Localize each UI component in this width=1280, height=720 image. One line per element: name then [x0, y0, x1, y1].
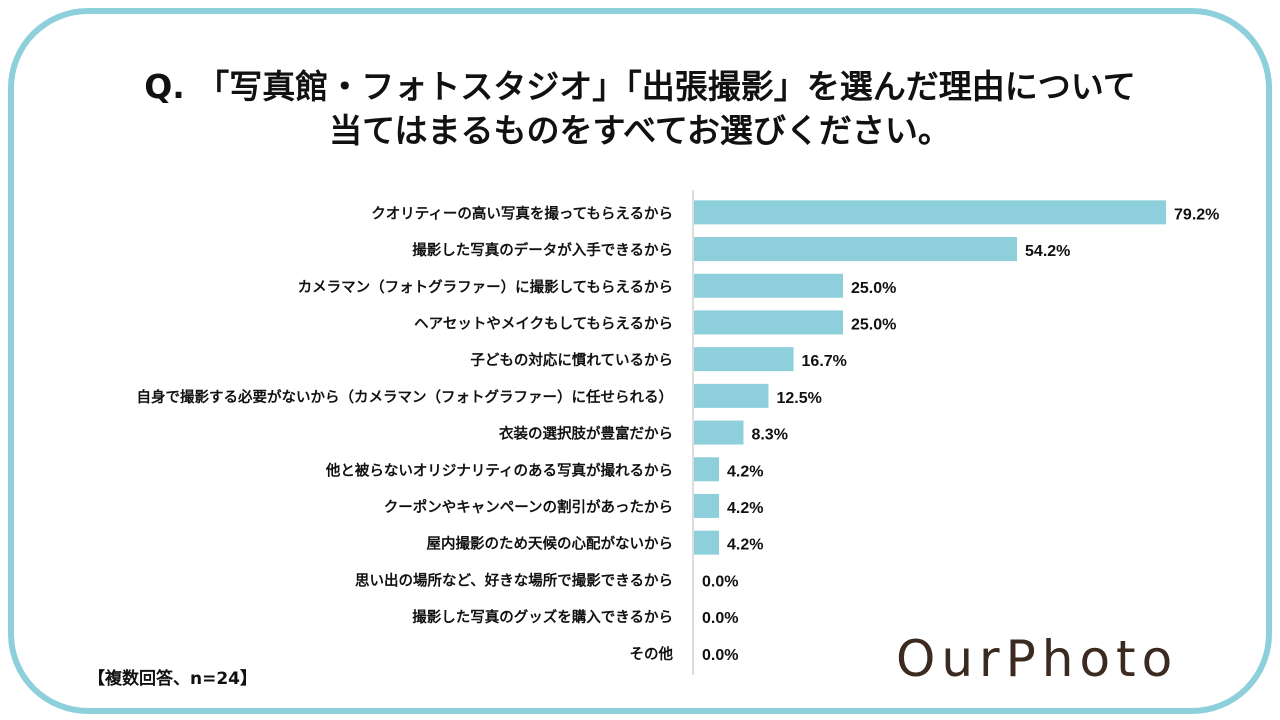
category-label: 衣装の選択肢が豊富だから [499, 425, 673, 443]
category-label: 屋内撮影のため天候の心配がないから [427, 535, 674, 553]
bar [694, 457, 720, 482]
bar [694, 273, 843, 298]
category-label: 子どもの対応に慣れているから [470, 351, 673, 369]
bar [694, 420, 744, 445]
value-label: 4.2% [727, 463, 763, 480]
value-label: 12.5% [777, 390, 822, 407]
value-label: 0.0% [702, 610, 738, 627]
category-label: クーポンやキャンペーンの割引があったから [384, 498, 673, 516]
category-label: ヘアセットやメイクもしてもらえるから [414, 315, 673, 332]
value-label: 25.0% [851, 280, 896, 297]
category-label: カメラマン（フォトグラファー）に撮影してもらえるから [298, 278, 673, 296]
bar [694, 237, 1018, 262]
bar [694, 347, 794, 372]
category-label: 思い出の場所など、好きな場所で撮影できるから [355, 571, 673, 589]
value-label: 0.0% [702, 573, 738, 590]
category-label: 撮影した写真のグッズを購入できるから [412, 608, 673, 626]
value-label: 4.2% [727, 537, 763, 554]
bar [694, 493, 720, 518]
category-label: その他 [630, 645, 674, 663]
category-label: 撮影した写真のデータが入手できるから [412, 241, 673, 259]
value-label: 54.2% [1025, 243, 1070, 260]
question-title-line2: 当てはまるものをすべてお選びください。 [329, 111, 951, 150]
logo-text: OurPhoto [896, 630, 1178, 686]
question-title-line1: Q. 「写真館・フォトスタジオ」「出張撮影」を選んだ理由について [144, 67, 1136, 106]
sample-note: 【複数回答、n=24】 [88, 669, 258, 689]
category-label: 自身で撮影する必要がないから（カメラマン（フォトグラファー）に任せられる） [137, 388, 674, 406]
category-label: 他と被らないオリジナリティのある写真が撮れるから [325, 461, 673, 479]
bar [694, 530, 720, 555]
value-label: 4.2% [727, 500, 763, 517]
value-label: 79.2% [1174, 206, 1219, 223]
ourphoto-logo: OurPhoto [896, 630, 1178, 686]
value-label: 16.7% [802, 353, 847, 370]
category-label: クオリティーの高い写真を撮ってもらえるから [371, 204, 673, 222]
value-label: 0.0% [702, 647, 738, 664]
bar [694, 383, 769, 408]
value-label: 25.0% [851, 316, 896, 333]
chart-frame [8, 8, 1272, 714]
value-label: 8.3% [751, 427, 787, 444]
bar [694, 200, 1167, 225]
bar [694, 310, 843, 335]
